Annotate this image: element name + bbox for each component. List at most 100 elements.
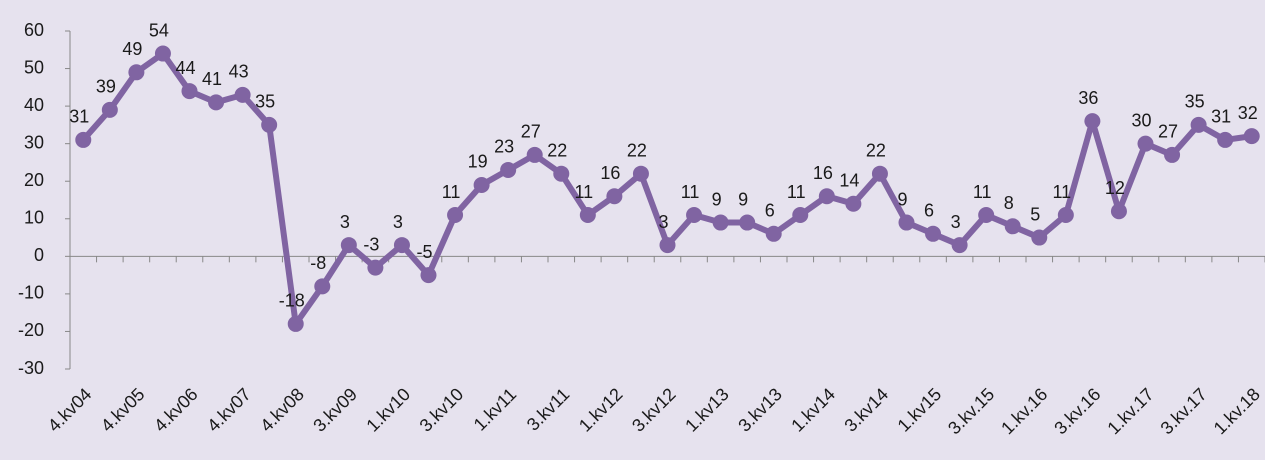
data-label: 11 [681, 182, 700, 202]
y-tick-label: 20 [24, 170, 44, 190]
data-label: 27 [1158, 122, 1178, 142]
data-label: 9 [897, 189, 907, 209]
y-tick-label: 50 [24, 57, 44, 77]
marker [287, 315, 304, 332]
data-label: 22 [627, 140, 647, 160]
data-label: 16 [813, 163, 833, 183]
marker [101, 101, 118, 118]
y-tick-label: 30 [24, 132, 44, 152]
x-tick-label: 1.kv14 [787, 384, 839, 436]
y-tick-label: -30 [18, 358, 44, 378]
data-label: 31 [69, 107, 89, 127]
data-label: 41 [202, 69, 222, 89]
marker [951, 237, 968, 254]
data-label: 36 [1078, 88, 1098, 108]
x-tick-label: 1.kv.16 [997, 384, 1051, 438]
marker [1217, 131, 1234, 148]
marker [1137, 135, 1154, 152]
marker [261, 116, 278, 133]
marker [473, 176, 490, 193]
x-tick-label: 4.kv07 [203, 384, 255, 436]
marker [739, 214, 756, 231]
x-tick-label: 3.kv12 [628, 384, 680, 436]
data-label: -8 [310, 253, 326, 273]
data-label: 35 [1185, 92, 1205, 112]
marker [925, 225, 942, 242]
data-label: 19 [468, 152, 488, 172]
marker [553, 165, 570, 182]
data-label: 3 [393, 212, 403, 232]
data-label: 22 [866, 140, 886, 160]
marker [1031, 229, 1048, 246]
x-tick-label: 4.kv06 [150, 384, 202, 436]
x-tick-label: 1.kv15 [894, 384, 946, 436]
data-label: 11 [973, 182, 992, 202]
data-label: 31 [1211, 107, 1231, 127]
x-tick-label: 1.kv11 [470, 384, 521, 435]
data-label: 44 [175, 58, 195, 78]
marker [1110, 203, 1127, 220]
marker [314, 278, 331, 295]
data-label: 49 [122, 39, 142, 59]
x-tick-label: 3.kv.15 [944, 384, 998, 438]
marker [632, 165, 649, 182]
x-tick-label: 1.kv.18 [1210, 384, 1264, 438]
marker [1190, 116, 1207, 133]
x-tick-label: 3.kv14 [840, 384, 892, 436]
x-tick-label: 1.kv.17 [1103, 384, 1157, 438]
marker [898, 214, 915, 231]
data-label: 3 [340, 212, 350, 232]
data-label: 6 [924, 201, 934, 221]
marker [978, 207, 995, 224]
x-tick-label: 3.kv.16 [1050, 384, 1104, 438]
marker [818, 188, 835, 205]
y-tick-label: 10 [24, 208, 44, 228]
y-tick-label: 60 [24, 20, 44, 40]
marker [686, 207, 703, 224]
marker [1057, 207, 1074, 224]
data-label: 3 [951, 212, 961, 232]
data-label: 11 [787, 182, 806, 202]
y-tick-label: 40 [24, 95, 44, 115]
x-tick-label: 4.kv08 [256, 384, 308, 436]
data-label: 5 [1030, 204, 1040, 224]
data-label: 39 [96, 77, 116, 97]
data-label: 11 [1052, 182, 1071, 202]
data-label: 11 [442, 182, 461, 202]
x-tick-label: 4.kv05 [97, 384, 149, 436]
data-label: 14 [839, 171, 859, 191]
data-label: 6 [765, 201, 775, 221]
marker [208, 94, 225, 111]
marker [845, 195, 862, 212]
marker [765, 225, 782, 242]
marker [234, 86, 251, 103]
marker [75, 131, 92, 148]
marker [871, 165, 888, 182]
data-label: 35 [255, 92, 275, 112]
marker [526, 146, 543, 163]
data-label: 3 [658, 212, 668, 232]
marker [393, 237, 410, 254]
data-label: 30 [1131, 110, 1151, 130]
marker [659, 237, 676, 254]
x-tick-label: 3.kv09 [309, 384, 361, 436]
marker [420, 267, 437, 284]
x-tick-label: 3.kv11 [523, 384, 574, 435]
data-label: -18 [279, 291, 305, 311]
data-label: 9 [712, 189, 722, 209]
y-tick-label: 0 [34, 245, 44, 265]
x-tick-label: 1.kv13 [681, 384, 733, 436]
marker [447, 207, 464, 224]
data-label: 32 [1238, 103, 1258, 123]
data-label: 27 [521, 122, 541, 142]
data-label: 16 [600, 163, 620, 183]
marker [606, 188, 623, 205]
y-tick-label: -10 [18, 283, 44, 303]
marker [154, 45, 171, 62]
marker [792, 207, 809, 224]
data-label: -5 [416, 242, 432, 262]
marker [500, 161, 517, 178]
marker [1164, 146, 1181, 163]
x-tick-label: 1.kv10 [362, 384, 414, 436]
